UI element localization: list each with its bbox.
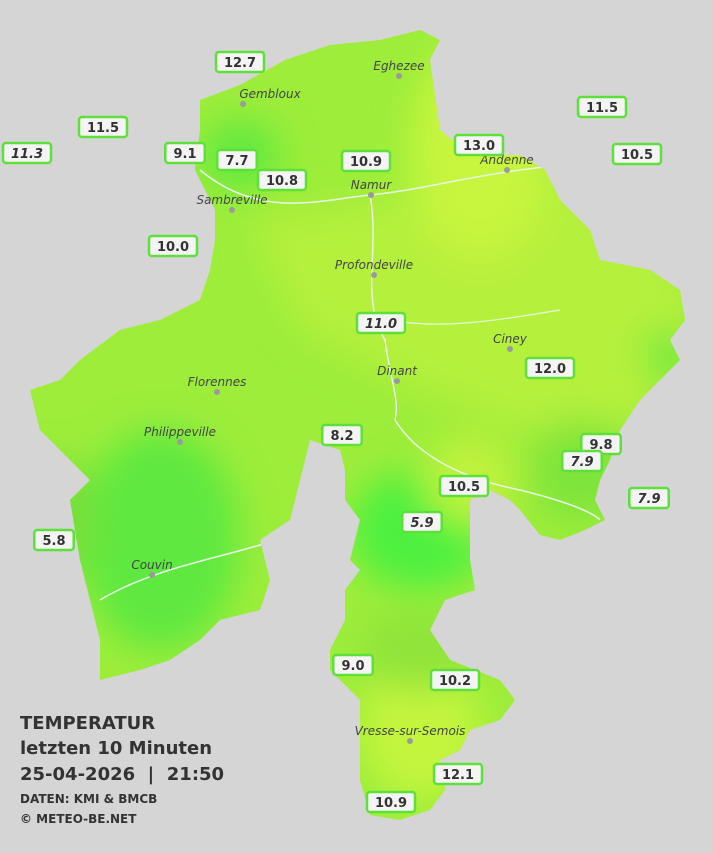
station-box — [332, 653, 374, 677]
station-value: 8.2 — [330, 429, 353, 444]
city-dot — [507, 346, 513, 352]
station-box — [438, 474, 490, 498]
city-label: Andenne — [479, 153, 533, 167]
station-value: 7.7 — [225, 154, 248, 169]
city-label: Eghezee — [373, 59, 424, 73]
city-label: Dinant — [377, 364, 418, 378]
station-value: 9.8 — [589, 438, 612, 453]
city-dot — [229, 207, 235, 213]
legend-source: DATEN: KMI & BMCB — [20, 792, 157, 806]
legend-title: TEMPERATUR — [20, 713, 155, 734]
station-value: 13.0 — [463, 139, 495, 154]
station-value: 10.2 — [439, 674, 471, 689]
station-box — [429, 668, 481, 692]
city-label: Ciney — [493, 332, 528, 346]
station-box — [355, 311, 407, 335]
station-value: 12.7 — [224, 56, 256, 71]
station-value: 9.0 — [341, 659, 364, 674]
station-value: 10.8 — [266, 174, 298, 189]
city-label: Florennes — [188, 375, 247, 389]
station-box — [561, 449, 603, 473]
station-value: 10.9 — [350, 155, 382, 170]
station-value: 12.1 — [442, 768, 474, 783]
station-value: 10.0 — [157, 240, 189, 255]
station-box — [256, 168, 308, 192]
legend-period: letzten 10 Minuten — [20, 738, 212, 759]
station-box — [1, 141, 53, 165]
station-box — [432, 762, 484, 786]
station-value: 11.5 — [586, 101, 618, 116]
station-box — [611, 142, 663, 166]
station-box — [321, 423, 363, 447]
city-dot — [371, 272, 377, 278]
station-value: 10.5 — [621, 148, 653, 163]
city-dot — [177, 439, 183, 445]
city-dot — [240, 101, 246, 107]
city-label: Namur — [351, 178, 393, 192]
legend: TEMPERATUR letzten 10 Minuten 25-04-2026… — [20, 713, 224, 826]
city-dot — [149, 572, 155, 578]
station-box — [147, 234, 199, 258]
station-box — [77, 115, 129, 139]
city-dot — [214, 389, 220, 395]
station-value: 11.0 — [365, 317, 397, 332]
station-box — [164, 141, 206, 165]
city-label: Vresse-sur-Semois — [355, 724, 466, 738]
station-value: 5.8 — [42, 534, 65, 549]
city-label: Sambreville — [196, 193, 267, 207]
station-value: 7.9 — [637, 492, 660, 507]
station-box — [365, 790, 417, 814]
station-value: 10.5 — [448, 480, 480, 495]
legend-datetime: 25-04-2026 | 21:50 — [20, 764, 224, 785]
city-label: Gembloux — [239, 87, 301, 101]
station-value: 5.9 — [410, 516, 433, 531]
city-dot — [394, 378, 400, 384]
station-value: 9.1 — [173, 147, 196, 162]
station-box — [401, 510, 443, 534]
city-label: Profondeville — [335, 258, 413, 272]
city-dot — [407, 738, 413, 744]
city-dot — [368, 192, 374, 198]
city-dot — [396, 73, 402, 79]
station-box — [576, 95, 628, 119]
station-box — [216, 148, 258, 172]
city-label: Philippeville — [144, 425, 216, 439]
station-box — [453, 133, 505, 157]
station-box — [214, 50, 266, 74]
station-box — [524, 356, 576, 380]
legend-copyright: © METEO-BE.NET — [20, 812, 137, 826]
station-value: 11.3 — [11, 147, 43, 162]
city-dot — [504, 167, 510, 173]
station-value: 10.9 — [375, 796, 407, 811]
station-value: 7.9 — [570, 455, 593, 470]
station-value: 12.0 — [534, 362, 566, 377]
station-box — [340, 149, 392, 173]
station-box — [628, 486, 670, 510]
station-value: 11.5 — [87, 121, 119, 136]
city-label: Couvin — [131, 558, 172, 572]
station-box — [33, 528, 75, 552]
